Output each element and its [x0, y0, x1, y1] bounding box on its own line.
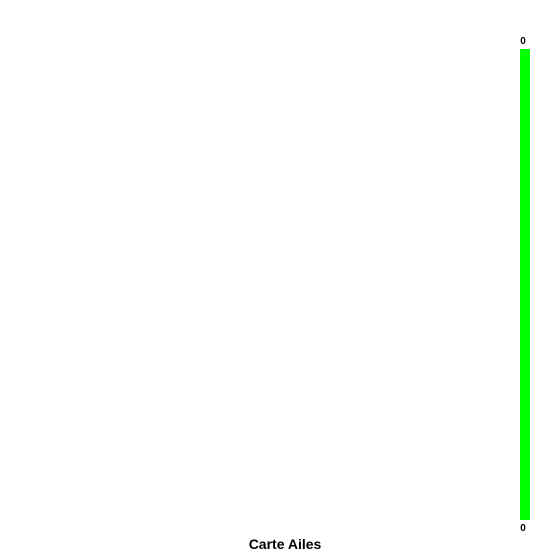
scale-min-label: 0	[516, 523, 530, 534]
color-scale-bar	[520, 49, 530, 520]
map-title: Carte Ailes	[0, 536, 560, 553]
scale-max-label: 0	[516, 36, 530, 47]
map-canvas	[0, 0, 505, 530]
